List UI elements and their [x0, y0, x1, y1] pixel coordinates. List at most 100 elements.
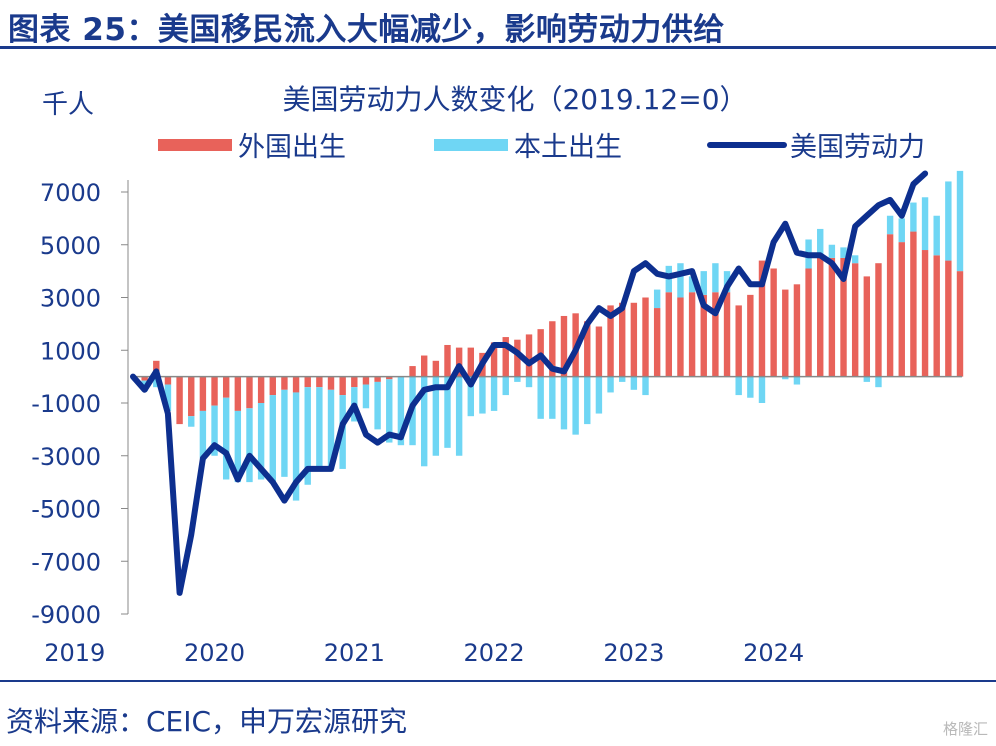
chart-title: 美国劳动力人数变化（2019.12=0） — [282, 83, 747, 116]
bar-foreign-born — [677, 297, 684, 377]
bar-foreign-born — [141, 376, 148, 381]
legend-swatch-foreign-born — [158, 139, 232, 151]
bar-foreign-born — [817, 257, 824, 377]
bar-native-born — [234, 410, 242, 483]
bar-foreign-born — [828, 257, 836, 377]
bar-native-born — [933, 215, 940, 256]
bar-native-born — [619, 376, 626, 382]
bar-native-born — [188, 416, 195, 427]
bar-native-born — [490, 376, 498, 411]
bar-native-born — [840, 247, 847, 258]
bar-foreign-born — [234, 376, 242, 411]
bar-foreign-born — [910, 231, 917, 377]
bar-native-born — [525, 376, 533, 388]
bar-foreign-born — [956, 271, 964, 377]
bar-foreign-born — [607, 305, 614, 377]
bar-foreign-born — [735, 305, 742, 377]
bar-native-born — [817, 228, 824, 258]
chart: 美国劳动力人数变化（2019.12=0） 千人 外国出生 本土出生 美国劳动力 … — [31, 83, 964, 667]
bar-foreign-born — [723, 292, 731, 377]
bar-foreign-born — [514, 339, 521, 377]
y-tick-label: -3000 — [31, 443, 101, 471]
bar-foreign-born — [770, 268, 777, 377]
bar-foreign-born — [420, 355, 428, 377]
x-tick-label: 2020 — [184, 639, 245, 667]
bar-native-born — [945, 181, 952, 261]
x-axis: 2019 2020 2021 2022 2023 2024 — [44, 639, 804, 667]
bar-native-born — [246, 408, 253, 483]
bar-foreign-born — [945, 260, 952, 377]
bar-native-born — [164, 384, 172, 411]
bar-foreign-born — [304, 376, 311, 388]
bar-native-born — [211, 405, 218, 456]
bar-foreign-born — [292, 376, 300, 393]
bar-foreign-born — [188, 376, 195, 417]
bar-native-born — [712, 263, 719, 293]
bar-foreign-born — [630, 302, 638, 377]
bar-foreign-born — [782, 289, 789, 377]
title-rule — [0, 46, 996, 49]
x-tick-label: 2024 — [743, 639, 804, 667]
bar-foreign-born — [921, 250, 929, 377]
bar-native-born — [630, 376, 638, 390]
bar-foreign-born — [374, 376, 381, 382]
y-tick-label: -7000 — [31, 548, 101, 576]
bar-native-born — [257, 403, 265, 480]
bar-native-born — [455, 376, 463, 456]
bar-foreign-born — [269, 376, 276, 396]
source-rule — [0, 680, 996, 682]
bar-foreign-born — [199, 376, 207, 411]
bar-native-born — [549, 376, 556, 419]
bar-foreign-born — [840, 257, 847, 377]
bar-foreign-born — [257, 376, 265, 403]
bar-native-born — [898, 218, 905, 243]
bar-native-born — [700, 271, 707, 295]
y-tick-label: -9000 — [31, 601, 101, 629]
x-tick-label: 2019 — [44, 639, 105, 667]
bar-foreign-born — [327, 376, 335, 390]
bar-foreign-born — [805, 268, 812, 377]
y-axis-unit: 千人 — [42, 90, 94, 120]
bar-foreign-born — [863, 276, 871, 377]
bar-foreign-born — [619, 302, 626, 377]
y-axis: 7000 5000 3000 1000 -1000 -3000 -5000 -7000 -900… — [31, 179, 129, 629]
bar-native-born — [828, 244, 836, 258]
bar-foreign-born — [642, 297, 649, 377]
bar-native-born — [374, 381, 381, 430]
bar-native-born — [782, 376, 789, 380]
bar-native-born — [199, 410, 207, 459]
bar-native-born — [688, 276, 696, 293]
bar-native-born — [572, 376, 579, 435]
bar-native-born — [863, 376, 871, 382]
bar-native-born — [851, 255, 859, 264]
bar-foreign-born — [758, 260, 766, 377]
bar-foreign-born — [851, 263, 859, 377]
bar-foreign-born — [386, 376, 393, 380]
bar-foreign-born — [933, 255, 940, 377]
bar-foreign-born — [595, 326, 603, 377]
bar-foreign-born — [281, 376, 288, 390]
bar-native-born — [420, 376, 428, 467]
bar-foreign-born — [222, 376, 230, 398]
legend-swatch-native-born — [434, 139, 508, 151]
line-labor-force — [130, 170, 929, 596]
bar-native-born — [327, 389, 335, 469]
bar-foreign-born — [653, 308, 661, 377]
bar-foreign-born — [793, 284, 801, 377]
bar-native-born — [362, 384, 370, 409]
bar-native-born — [677, 263, 684, 298]
y-tick-label: 7000 — [40, 179, 101, 207]
bar-native-born — [444, 376, 451, 448]
bar-foreign-born — [875, 263, 882, 377]
bar-native-born — [747, 376, 754, 398]
figure-title: 图表 25：美国移民流入大幅减少，影响劳动力供给 — [8, 12, 725, 48]
y-tick-label: 1000 — [40, 337, 101, 365]
bar-foreign-born — [665, 292, 673, 377]
bar-foreign-born — [747, 294, 754, 377]
bar-native-born — [910, 202, 917, 232]
x-tick-label: 2021 — [324, 639, 385, 667]
bar-foreign-born — [455, 347, 463, 377]
bar-native-born — [560, 376, 568, 430]
bars — [141, 170, 964, 501]
bar-native-born — [758, 376, 766, 403]
